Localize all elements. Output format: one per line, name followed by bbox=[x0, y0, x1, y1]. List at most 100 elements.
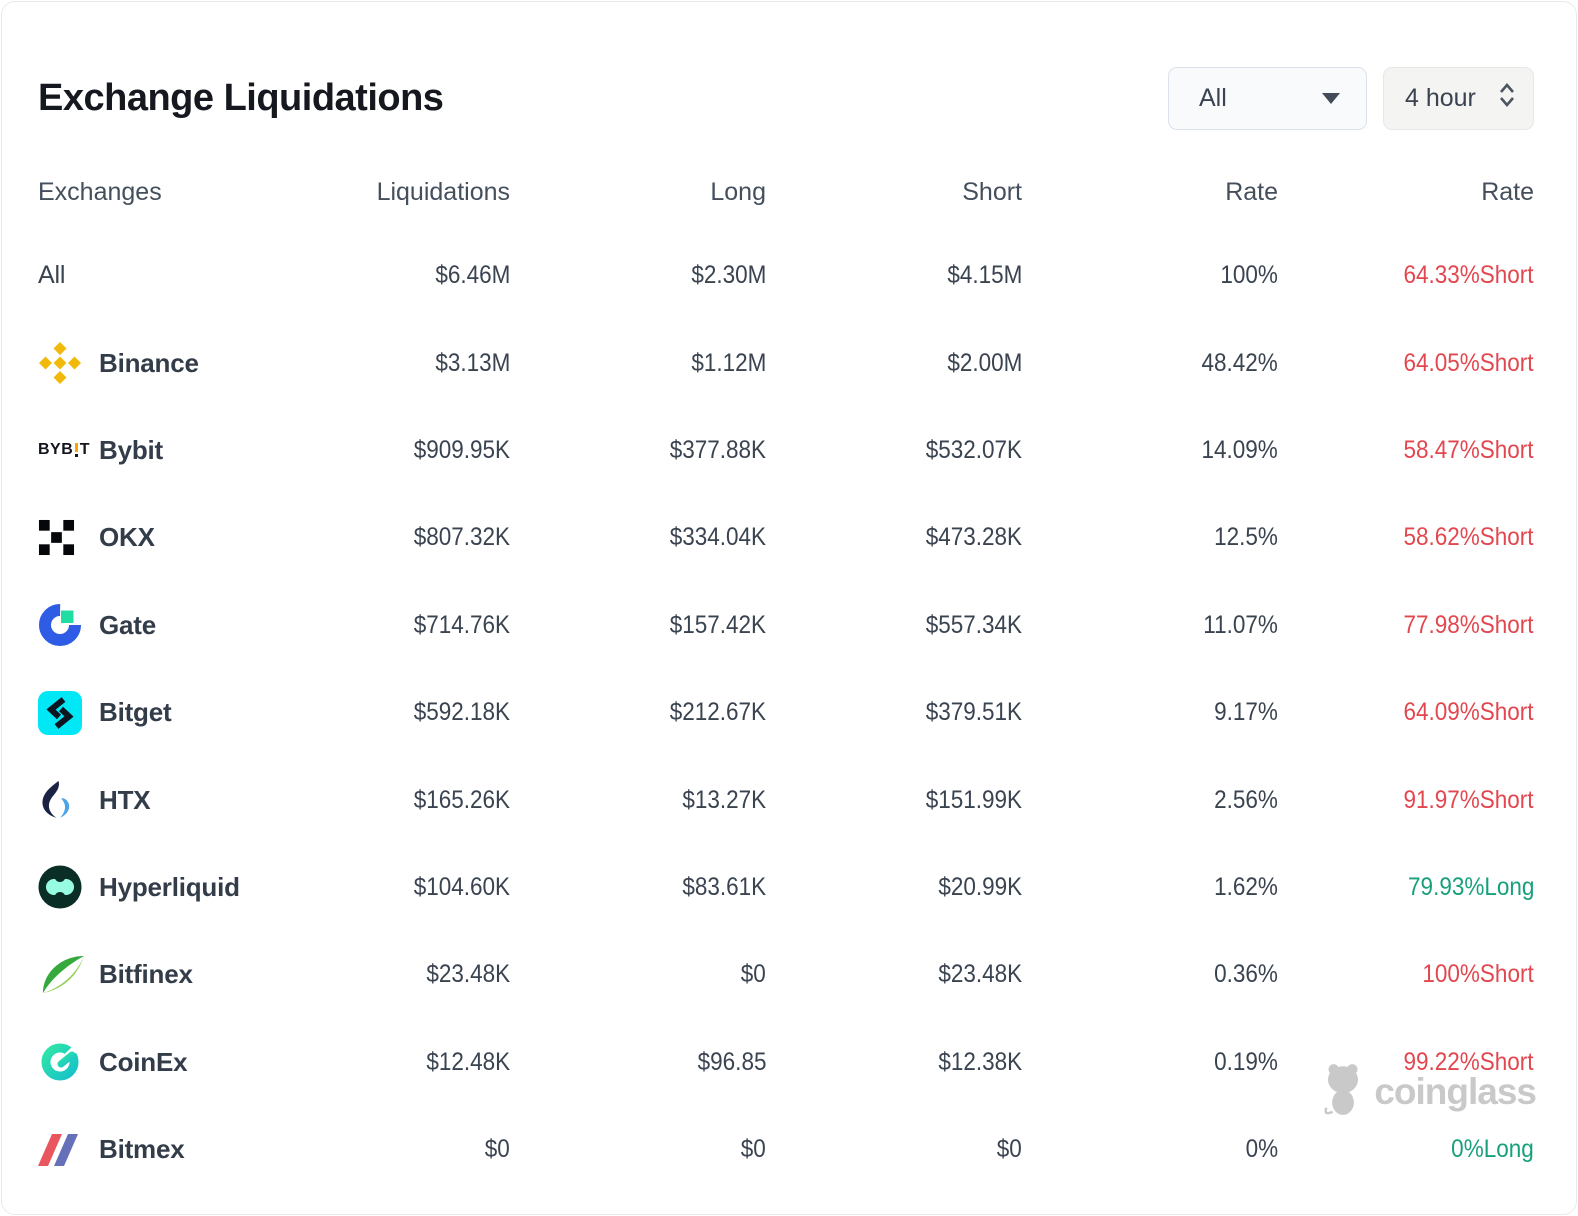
exchange-cell: CoinEx bbox=[38, 1036, 254, 1088]
bitfinex-icon bbox=[38, 949, 86, 1001]
table-row-bybit[interactable]: BYB T Bybit $909.95K $377.88K $532.07K 14… bbox=[38, 407, 1534, 494]
long-short-rate-value: 64.09%Short bbox=[1403, 698, 1534, 727]
liquidations-value: $23.48K bbox=[426, 960, 510, 989]
rate-value: 0% bbox=[1245, 1135, 1278, 1164]
long-value: $13.27K bbox=[682, 785, 766, 814]
up-down-chevron-icon bbox=[1497, 80, 1517, 117]
exchange-name: Bitget bbox=[99, 697, 172, 728]
interval-dropdown[interactable]: 4 hour bbox=[1383, 66, 1534, 130]
short-value: $532.07K bbox=[925, 435, 1022, 464]
page-title: Exchange Liquidations bbox=[38, 76, 444, 119]
exchange-cell: Bitget bbox=[38, 687, 254, 739]
long-value: $377.88K bbox=[669, 435, 766, 464]
rate-value: 14.09% bbox=[1201, 435, 1278, 464]
exchange-cell: Binance bbox=[38, 337, 254, 389]
liquidations-table: Exchanges Liquidations Long Short Rate R… bbox=[38, 152, 1534, 1193]
okx-icon bbox=[38, 512, 86, 564]
rate-value: 0.36% bbox=[1214, 960, 1278, 989]
table-row-all[interactable]: All $6.46M $2.30M $4.15M 100% 64.33%Shor… bbox=[38, 232, 1534, 319]
long-value: $334.04K bbox=[669, 523, 766, 552]
bybit-icon: BYB T bbox=[38, 441, 91, 459]
rate-value: 9.17% bbox=[1214, 698, 1278, 727]
long-short-rate-value: 99.22%Short bbox=[1403, 1047, 1534, 1076]
liquidations-value: $12.48K bbox=[426, 1047, 510, 1076]
long-value: $0 bbox=[740, 1135, 766, 1164]
htx-icon bbox=[38, 774, 86, 826]
liquidations-value: $3.13M bbox=[434, 348, 510, 377]
col-header-liquidations: Liquidations bbox=[376, 177, 510, 206]
long-short-rate-value: 64.05%Short bbox=[1403, 348, 1534, 377]
exchange-cell: All bbox=[38, 261, 254, 290]
exchange-cell: OKX bbox=[38, 512, 254, 564]
exchange-name: Gate bbox=[99, 609, 157, 640]
binance-icon bbox=[38, 337, 86, 389]
table-row-coinex[interactable]: CoinEx $12.48K $96.85 $12.38K 0.19% 99.2… bbox=[38, 1019, 1534, 1106]
table-row-htx[interactable]: HTX $165.26K $13.27K $151.99K 2.56% 91.9… bbox=[38, 756, 1534, 843]
liquidations-value: $165.26K bbox=[413, 785, 510, 814]
exchange-cell: Hyperliquid bbox=[38, 861, 254, 913]
col-header-rate: Rate bbox=[1225, 177, 1278, 206]
exchange-name: OKX bbox=[99, 522, 155, 553]
rate-value: 12.5% bbox=[1214, 523, 1278, 552]
liquidations-value: $104.60K bbox=[413, 872, 510, 901]
bitget-icon bbox=[38, 687, 86, 739]
coinglass-watermark: coinglass bbox=[1320, 1060, 1537, 1123]
exchange-filter-dropdown[interactable]: All bbox=[1168, 66, 1367, 130]
coinglass-label: coinglass bbox=[1374, 1070, 1537, 1112]
long-short-rate-value: 77.98%Short bbox=[1403, 610, 1534, 639]
col-header-exchanges: Exchanges bbox=[38, 177, 162, 206]
col-header-rate-2: Rate bbox=[1481, 177, 1534, 206]
col-header-short: Short bbox=[962, 177, 1022, 206]
long-value: $212.67K bbox=[669, 698, 766, 727]
exchange-cell: Bitfinex bbox=[38, 949, 254, 1001]
short-value: $379.51K bbox=[925, 698, 1022, 727]
table-header-row: Exchanges Liquidations Long Short Rate R… bbox=[38, 152, 1534, 232]
table-body: All $6.46M $2.30M $4.15M 100% 64.33%Shor… bbox=[38, 232, 1534, 1193]
rate-value: 48.42% bbox=[1201, 348, 1278, 377]
coinex-icon bbox=[38, 1036, 86, 1088]
liquidations-value: $0 bbox=[484, 1135, 510, 1164]
exchange-name: HTX bbox=[99, 784, 151, 815]
exchange-name: CoinEx bbox=[99, 1046, 188, 1077]
liquidations-value: $6.46M bbox=[434, 261, 510, 290]
table-row-bitfinex[interactable]: Bitfinex $23.48K $0 $23.48K 0.36% 100%Sh… bbox=[38, 931, 1534, 1018]
rate-value: 0.19% bbox=[1214, 1047, 1278, 1076]
long-value: $0 bbox=[740, 960, 766, 989]
long-short-rate-value: 64.33%Short bbox=[1403, 261, 1534, 290]
exchange-cell: HTX bbox=[38, 774, 254, 826]
exchange-name: Bybit bbox=[99, 434, 164, 465]
long-value: $83.61K bbox=[682, 872, 766, 901]
exchange-cell: Gate bbox=[38, 599, 254, 651]
liquidations-value: $714.76K bbox=[413, 610, 510, 639]
exchange-name: Bitmex bbox=[99, 1134, 185, 1165]
liquidations-value: $592.18K bbox=[413, 698, 510, 727]
table-row-okx[interactable]: OKX $807.32K $334.04K $473.28K 12.5% 58.… bbox=[38, 494, 1534, 581]
liquidations-value: $807.32K bbox=[413, 523, 510, 552]
short-value: $473.28K bbox=[925, 523, 1022, 552]
table-row-binance[interactable]: Binance $3.13M $1.12M $2.00M 48.42% 64.0… bbox=[38, 319, 1534, 406]
long-short-rate-value: 58.62%Short bbox=[1403, 523, 1534, 552]
short-value: $23.48K bbox=[938, 960, 1022, 989]
short-value: $557.34K bbox=[925, 610, 1022, 639]
table-row-hyperliquid[interactable]: Hyperliquid $104.60K $83.61K $20.99K 1.6… bbox=[38, 844, 1534, 931]
short-value: $2.00M bbox=[946, 348, 1022, 377]
hyperliquid-icon bbox=[38, 861, 86, 913]
long-short-rate-value: 100%Short bbox=[1422, 960, 1534, 989]
coinglass-mascot-icon bbox=[1320, 1060, 1366, 1123]
table-row-bitget[interactable]: Bitget $592.18K $212.67K $379.51K 9.17% … bbox=[38, 669, 1534, 756]
exchange-filter-value: All bbox=[1199, 83, 1227, 112]
exchange-cell: Bitmex bbox=[38, 1124, 254, 1176]
table-row-bitmex[interactable]: Bitmex $0 $0 $0 0% 0%Long bbox=[38, 1106, 1534, 1193]
col-header-long: Long bbox=[710, 177, 766, 206]
table-row-gate[interactable]: Gate $714.76K $157.42K $557.34K 11.07% 7… bbox=[38, 582, 1534, 669]
long-value: $2.30M bbox=[690, 261, 766, 290]
short-value: $4.15M bbox=[946, 261, 1022, 290]
gate-icon bbox=[38, 599, 86, 651]
exchange-name: All bbox=[38, 261, 66, 290]
long-value: $1.12M bbox=[690, 348, 766, 377]
short-value: $20.99K bbox=[938, 872, 1022, 901]
exchange-name: Hyperliquid bbox=[99, 871, 240, 902]
rate-value: 1.62% bbox=[1214, 872, 1278, 901]
long-short-rate-value: 79.93%Long bbox=[1407, 872, 1534, 901]
liquidations-value: $909.95K bbox=[413, 435, 510, 464]
